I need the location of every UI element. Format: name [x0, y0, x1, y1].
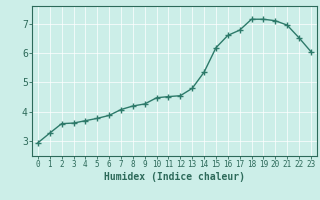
X-axis label: Humidex (Indice chaleur): Humidex (Indice chaleur): [104, 172, 245, 182]
